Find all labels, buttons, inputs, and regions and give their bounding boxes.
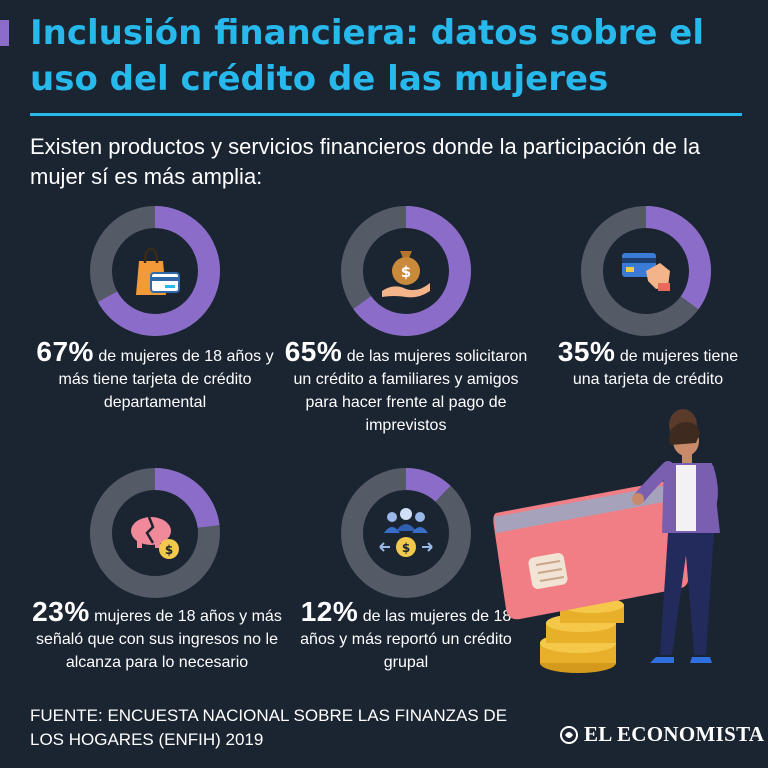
donut-chart-credit-card bbox=[579, 204, 713, 338]
donut-chart-family-credit: $ bbox=[339, 204, 473, 338]
stat-departmental-card: 67% de mujeres de 18 años y más tiene ta… bbox=[30, 338, 280, 414]
stat-description: de las mujeres de 18 años y más reportó … bbox=[300, 608, 512, 671]
percent-value: 12% bbox=[300, 596, 359, 627]
svg-text:$: $ bbox=[401, 263, 411, 281]
donut-chart-departmental-card bbox=[88, 204, 222, 338]
woman-credit-card-illustration bbox=[493, 409, 720, 673]
percent-value: 67% bbox=[36, 336, 94, 367]
stat-insufficient-income: 23% mujeres de 18 años y más señaló que … bbox=[28, 598, 286, 674]
donut-value-arc bbox=[90, 206, 220, 336]
coin-stack-icon bbox=[540, 597, 624, 673]
source-note: FUENTE: ENCUESTA NACIONAL SOBRE LAS FINA… bbox=[30, 706, 508, 749]
donut-value-arc bbox=[341, 206, 471, 336]
percent-value: 23% bbox=[32, 596, 90, 627]
woman-figure bbox=[632, 409, 720, 663]
donut-chart-group-credit: $ bbox=[339, 466, 473, 600]
intro-text: Existen productos y servicios financiero… bbox=[30, 134, 701, 189]
brand-name: EL ECONOMISTA bbox=[584, 722, 765, 746]
stat-group-credit: 12% de las mujeres de 18 años y más repo… bbox=[300, 598, 512, 674]
title-accent-bar bbox=[0, 20, 9, 46]
svg-text:$: $ bbox=[165, 543, 173, 557]
svg-text:$: $ bbox=[402, 541, 410, 555]
stat-description: de las mujeres solicitaron un crédito a … bbox=[293, 348, 528, 434]
title-divider bbox=[30, 113, 742, 116]
shopping-bag-card-icon bbox=[136, 247, 180, 295]
donut-value-arc bbox=[341, 468, 471, 598]
percent-value: 65% bbox=[284, 336, 343, 367]
group-money-icon: $ bbox=[379, 508, 433, 557]
credit-card-icon bbox=[493, 480, 689, 620]
brand-logo: EL ECONOMISTA bbox=[560, 722, 764, 747]
stat-credit-card: 35% de mujeres tiene una tarjeta de créd… bbox=[545, 338, 751, 391]
stat-description: mujeres de 18 años y más señaló que con … bbox=[36, 608, 282, 671]
el-economista-logo-icon bbox=[560, 725, 578, 744]
stat-description: de mujeres de 18 años y más tiene tarjet… bbox=[58, 348, 274, 411]
credit-card-hand-icon bbox=[622, 253, 670, 291]
stat-description: de mujeres tiene una tarjeta de crédito bbox=[572, 348, 739, 388]
page-title: Inclusión financiera: datos sobre el uso… bbox=[30, 13, 705, 99]
donut-chart-insufficient-income: $ bbox=[88, 466, 222, 600]
stat-family-credit: 65% de las mujeres solicitaron un crédit… bbox=[282, 338, 530, 437]
money-bag-hand-icon: $ bbox=[382, 251, 430, 298]
donut-value-arc bbox=[581, 206, 711, 336]
donut-value-arc bbox=[90, 468, 220, 598]
percent-value: 35% bbox=[557, 336, 616, 367]
broken-piggy-bank-icon: $ bbox=[131, 516, 179, 559]
